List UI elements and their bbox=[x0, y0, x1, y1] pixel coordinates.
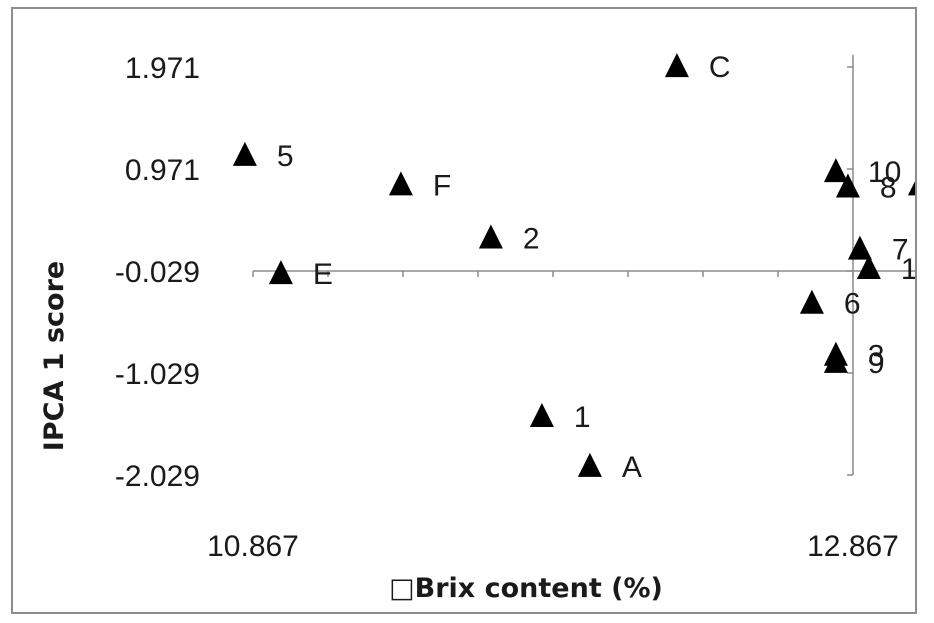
data-point-marker bbox=[847, 235, 872, 260]
point-label: C bbox=[709, 51, 731, 84]
y-axis-title: IPCA 1 score bbox=[39, 261, 70, 451]
data-point-marker bbox=[823, 158, 848, 183]
point-label: 2 bbox=[523, 222, 540, 255]
data-point-marker bbox=[388, 171, 413, 196]
data-point-marker bbox=[799, 289, 824, 314]
y-tick-labels: 1.971 0.971 -0.029 -1.029 -2.029 bbox=[115, 52, 200, 493]
x-axis-title: □Brix content (%) bbox=[389, 573, 663, 604]
data-points bbox=[232, 53, 915, 477]
data-point-marker bbox=[856, 255, 881, 280]
y-tick-label: 0.971 bbox=[125, 154, 200, 187]
point-label: 10 bbox=[868, 156, 901, 189]
y-tick-label: 1.971 bbox=[125, 52, 200, 85]
y-tick-label: -2.029 bbox=[115, 460, 200, 493]
data-point-marker bbox=[907, 181, 915, 196]
data-point-marker bbox=[664, 53, 689, 78]
point-label: 8 bbox=[880, 171, 897, 204]
x-tick-label: 10.867 bbox=[207, 530, 299, 563]
point-labels: C5F108427D11EB6391A bbox=[277, 51, 915, 484]
data-point-marker bbox=[529, 402, 554, 427]
point-label: 1 bbox=[574, 401, 591, 434]
data-point-marker bbox=[478, 224, 503, 249]
point-label: 6 bbox=[844, 288, 861, 321]
data-point-marker bbox=[835, 173, 860, 198]
chart-frame: 1.971 0.971 -0.029 -1.029 -2.029 10.867 12.86… bbox=[11, 7, 917, 614]
data-point-marker bbox=[823, 348, 848, 373]
data-point-marker bbox=[232, 141, 257, 166]
y-tick-label: -0.029 bbox=[115, 256, 200, 289]
point-label: 3 bbox=[868, 340, 885, 373]
y-tick-label: -1.029 bbox=[115, 358, 200, 391]
point-label: A bbox=[622, 451, 642, 484]
data-point-marker bbox=[268, 260, 293, 285]
scatter-chart: 1.971 0.971 -0.029 -1.029 -2.029 10.867 12.86… bbox=[39, 51, 915, 604]
point-label: E bbox=[313, 258, 333, 291]
point-label: F bbox=[433, 169, 451, 202]
x-tick-label: 12.867 bbox=[807, 530, 899, 563]
point-label: 9 bbox=[868, 347, 885, 380]
point-label: 7 bbox=[892, 234, 909, 267]
point-label: 5 bbox=[277, 140, 294, 173]
data-point-marker bbox=[577, 452, 602, 477]
point-label: 11 bbox=[901, 253, 915, 286]
